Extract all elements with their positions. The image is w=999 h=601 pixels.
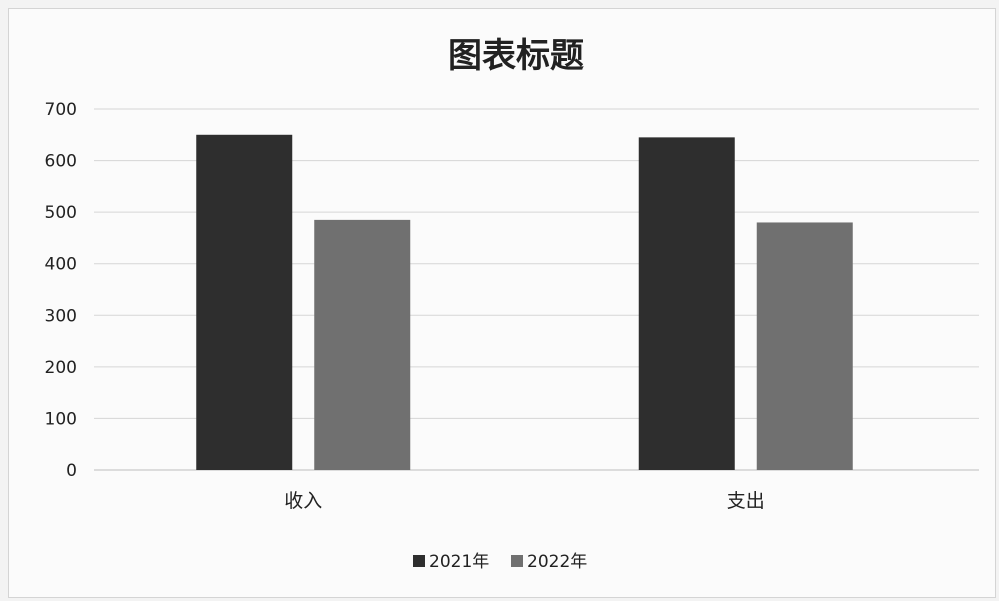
x-axis-categories: 收入 支出 <box>284 490 765 512</box>
y-tick-label: 100 <box>45 409 77 429</box>
y-tick-label: 200 <box>45 358 77 378</box>
bars <box>196 134 853 470</box>
bar-expense-0 <box>638 137 735 470</box>
legend-swatch <box>511 555 523 567</box>
y-tick-label: 400 <box>45 255 77 275</box>
legend: 2021年 2022年 <box>413 552 587 572</box>
legend-swatch <box>413 555 425 567</box>
y-tick-label: 600 <box>45 152 77 172</box>
chart-title: 图表标题 <box>448 36 584 76</box>
legend-label: 2022年 <box>527 552 587 572</box>
y-tick-label: 500 <box>45 203 77 223</box>
chart-area: 图表标题 0 100 200 300 400 500 600 700 收入 支出 2021年 20… <box>8 8 996 598</box>
bar-income-1 <box>314 219 411 470</box>
bar-income-0 <box>196 134 293 470</box>
y-axis-ticks: 0 100 200 300 400 500 600 700 <box>45 100 77 481</box>
y-tick-label: 700 <box>45 100 77 120</box>
legend-label: 2021年 <box>429 552 489 572</box>
bar-expense-1 <box>756 222 853 470</box>
y-tick-label: 300 <box>45 306 77 326</box>
x-category-label: 收入 <box>284 490 322 512</box>
y-tick-label: 0 <box>66 461 77 481</box>
x-category-label: 支出 <box>727 490 765 512</box>
